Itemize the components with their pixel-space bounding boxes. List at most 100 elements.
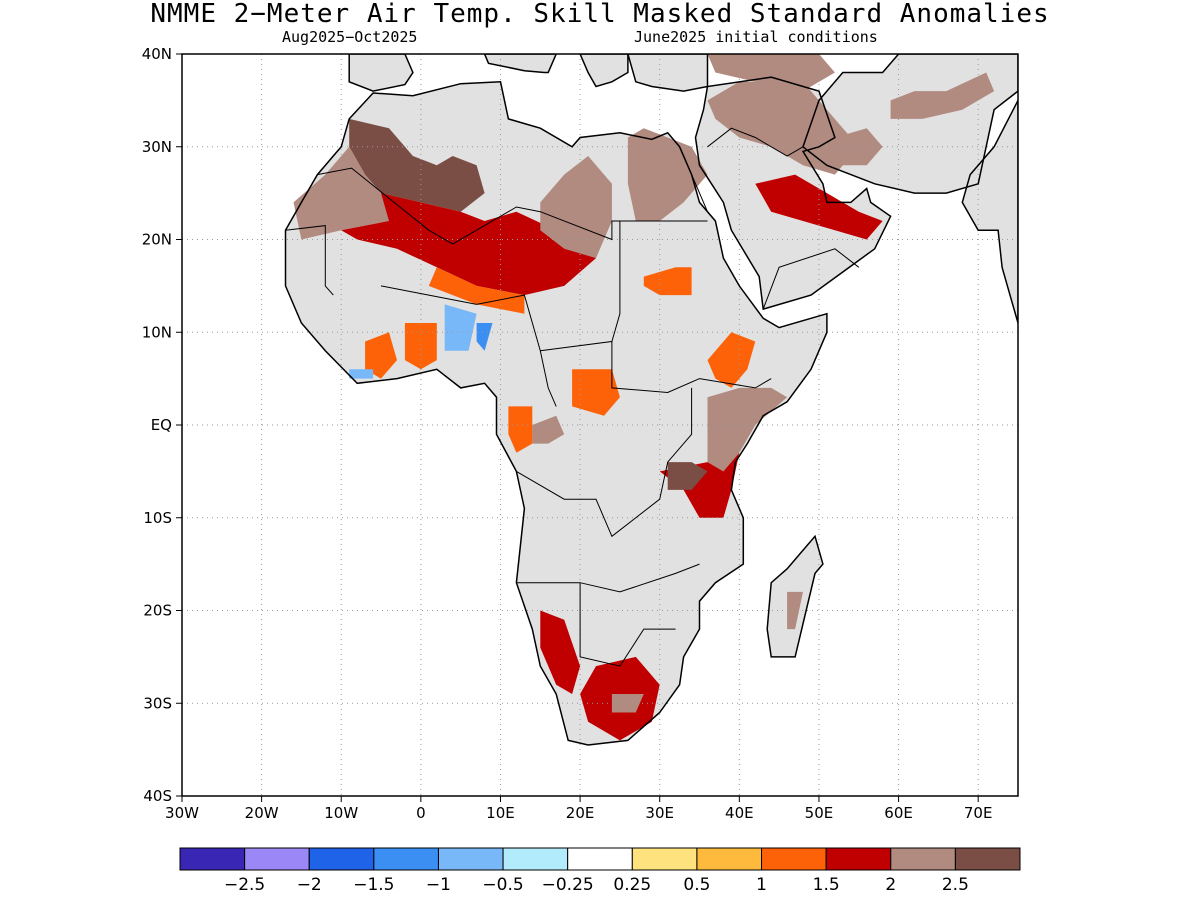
anomaly-region <box>572 369 620 416</box>
anomaly-region <box>349 369 374 379</box>
country-border <box>516 387 693 538</box>
coastline <box>627 54 709 92</box>
anomaly-region <box>834 128 883 166</box>
anomaly-region <box>540 610 581 694</box>
map-title: NMME 2−Meter Air Temp. Skill Masked Stan… <box>150 0 1050 29</box>
colorbar-swatch <box>567 847 633 871</box>
anomaly-region <box>444 304 477 351</box>
colorbar: −2.5 −2 −1.5 −1 −0.5 −0.25 0.25 0.5 1 1.5 2 2.5 <box>179 847 1021 895</box>
colorbar-swatch <box>761 847 827 871</box>
lat-tick-label: EQ <box>151 416 172 434</box>
coastlines <box>284 54 1018 746</box>
colorbar-label: 0.5 <box>683 875 710 895</box>
anomaly-region <box>707 387 788 472</box>
map-plot-area <box>182 54 1018 796</box>
colorbar-swatch <box>631 847 698 871</box>
anomaly-region <box>890 72 995 119</box>
lat-tick-label: 30S <box>143 694 172 712</box>
lat-tick-label: 20N <box>142 231 172 249</box>
coastline <box>802 54 1018 194</box>
lat-tick-label: 10S <box>143 509 172 527</box>
lat-tick-label: 30N <box>142 138 172 156</box>
anomaly-region <box>707 81 859 175</box>
anomaly-region <box>755 174 883 240</box>
country-border <box>579 582 676 667</box>
land-shape <box>627 54 708 92</box>
colorbar-label: −0.5 <box>482 875 523 895</box>
coastline <box>961 100 1018 324</box>
lon-tick-label: 30W <box>165 804 199 822</box>
anomaly-region <box>349 118 485 212</box>
anomaly-region <box>404 323 437 370</box>
coastline <box>579 54 629 88</box>
lon-tick-label: 20W <box>245 804 279 822</box>
lat-tick-label: 20S <box>143 602 172 620</box>
lat-tick-label: 40N <box>142 45 172 63</box>
land-shape <box>349 54 413 92</box>
anomaly-region <box>365 332 397 379</box>
lat-tick-label: 40S <box>143 787 172 805</box>
lon-tick-label: 40E <box>725 804 754 822</box>
graticule <box>182 54 1018 796</box>
country-border <box>707 127 804 157</box>
colorbar-swatch <box>308 847 375 871</box>
country-border <box>516 563 700 593</box>
anomaly-region <box>643 267 692 296</box>
anomaly-region <box>428 267 525 314</box>
lon-tick-label: 0 <box>416 804 426 822</box>
coastline <box>483 54 558 74</box>
colorbar-label: 2.5 <box>942 875 969 895</box>
country-border <box>762 248 860 310</box>
colorbar-swatch <box>954 847 1021 871</box>
anomaly-region <box>627 128 708 221</box>
anomaly-region <box>508 406 533 453</box>
coastline <box>766 534 824 658</box>
country-border <box>285 225 334 296</box>
lon-tick-label: 30E <box>645 804 674 822</box>
colorbar-label: −2.5 <box>224 875 265 895</box>
initial-conditions: June2025 initial conditions <box>634 28 878 46</box>
colorbar-label: 1 <box>756 875 767 895</box>
colorbar-label: −2 <box>297 875 322 895</box>
colorbar-label: −1 <box>426 875 451 895</box>
land-shape <box>484 54 557 73</box>
colorbar-swatch <box>696 847 763 871</box>
colorbar-label: 0.25 <box>613 875 651 895</box>
country-border <box>380 285 557 407</box>
anomaly-region <box>667 462 708 490</box>
colorbar-swatch <box>825 847 892 871</box>
colorbar-swatch <box>890 847 956 871</box>
lat-tick-label: 10N <box>142 323 172 341</box>
colorbar-swatch <box>373 847 439 871</box>
anomaly-region <box>476 323 493 351</box>
anomaly-region <box>707 54 835 92</box>
country-border <box>317 167 708 245</box>
colorbar-label: −0.25 <box>542 875 594 895</box>
colorbar-label: −1.5 <box>353 875 394 895</box>
lon-tick-label: 10W <box>324 804 358 822</box>
lon-tick-label: 20E <box>566 804 595 822</box>
coastline <box>348 54 414 92</box>
coastline <box>284 81 828 746</box>
lon-tick-label: 70E <box>964 804 993 822</box>
country-border <box>611 221 621 342</box>
anomaly-region <box>532 415 565 444</box>
anomaly-region <box>707 332 756 388</box>
lon-tick-label: 60E <box>884 804 913 822</box>
colorbar-label: 1.5 <box>813 875 840 895</box>
anomaly-region <box>787 591 803 630</box>
anomaly-region <box>341 193 596 296</box>
forecast-period: Aug2025−Oct2025 <box>282 28 418 46</box>
colorbar-label: 2 <box>885 875 896 895</box>
lon-tick-label: 10E <box>486 804 515 822</box>
colorbar-swatch <box>179 847 246 871</box>
land-shape <box>962 100 1018 324</box>
colorbar-swatch <box>502 847 569 871</box>
colorbar-swatch <box>437 847 504 871</box>
lon-tick-label: 50E <box>805 804 834 822</box>
country-border <box>691 174 716 222</box>
coastline <box>694 76 892 311</box>
colorbar-swatch <box>244 847 310 871</box>
